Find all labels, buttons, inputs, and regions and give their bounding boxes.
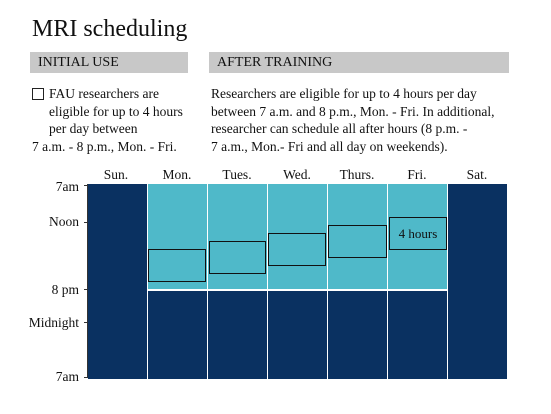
initial-use-description: FAU researchers are eligible for up to 4… [32, 85, 183, 155]
time-label-7am-end: 7am [55, 369, 79, 384]
thursday-night-slot [328, 291, 387, 379]
tuesday-night-slot [208, 291, 267, 379]
monday-4-hour-block [148, 249, 206, 282]
day-label-fri: Fri. [407, 167, 427, 182]
friday-night-slot [388, 291, 447, 379]
after-training-line: 7 a.m., Mon.- Fri and all day on weekend… [211, 138, 448, 154]
initial-use-line: eligible for up to 4 hours [49, 103, 183, 119]
day-label-thu: Thurs. [339, 167, 375, 182]
four-hours-label: 4 hours [398, 226, 438, 241]
day-label-mon: Mon. [162, 167, 192, 182]
thursday-day-slot [328, 184, 387, 289]
after-training-line: Researchers are eligible for up to 4 hou… [211, 86, 477, 101]
axis-tick [84, 185, 88, 186]
wednesday-4-hour-block [268, 233, 326, 266]
time-label-8pm: 8 pm [51, 282, 79, 297]
monday-day-slot [148, 184, 207, 289]
page-title: MRI scheduling [32, 16, 188, 42]
saturday-column [448, 184, 507, 379]
day-label-sun: Sun. [103, 167, 129, 182]
wednesday-day-slot [268, 184, 327, 289]
thursday-4-hour-block [328, 225, 387, 258]
axis-tick [84, 322, 88, 323]
initial-use-checkbox[interactable] [32, 88, 44, 100]
after-training-description: Researchers are eligible for up to 4 hou… [211, 85, 494, 155]
axis-tick [84, 377, 88, 378]
time-label-7am: 7am [55, 179, 79, 194]
monday-night-slot [148, 291, 207, 379]
initial-use-line: 7 a.m. - 8 p.m., Mon. - Fri. [32, 138, 177, 154]
initial-use-line: per day between [49, 121, 138, 136]
friday-day-slot [388, 184, 447, 289]
tuesday-4-hour-block [209, 241, 266, 274]
axis-tick [84, 289, 88, 290]
friday-4-hour-block: 4 hours [389, 217, 447, 250]
after-training-header: AFTER TRAINING [209, 52, 509, 73]
time-label-noon: Noon [49, 214, 79, 229]
initial-use-header: INITIAL USE [30, 52, 188, 73]
day-label-tue: Tues. [222, 167, 252, 182]
initial-use-line: FAU researchers are [49, 86, 159, 101]
after-training-line: researcher can schedule all after hours … [211, 121, 468, 136]
tuesday-day-slot [208, 184, 267, 289]
wednesday-night-slot [268, 291, 327, 379]
sunday-column [88, 184, 147, 379]
time-label-midnight: Midnight [28, 315, 79, 330]
day-label-sat: Sat. [466, 167, 488, 182]
axis-tick [84, 222, 88, 223]
day-label-wed: Wed. [283, 167, 311, 182]
time-axis [87, 184, 88, 378]
after-training-line: between 7 a.m. and 8 p.m., Mon. - Fri. I… [211, 103, 495, 119]
